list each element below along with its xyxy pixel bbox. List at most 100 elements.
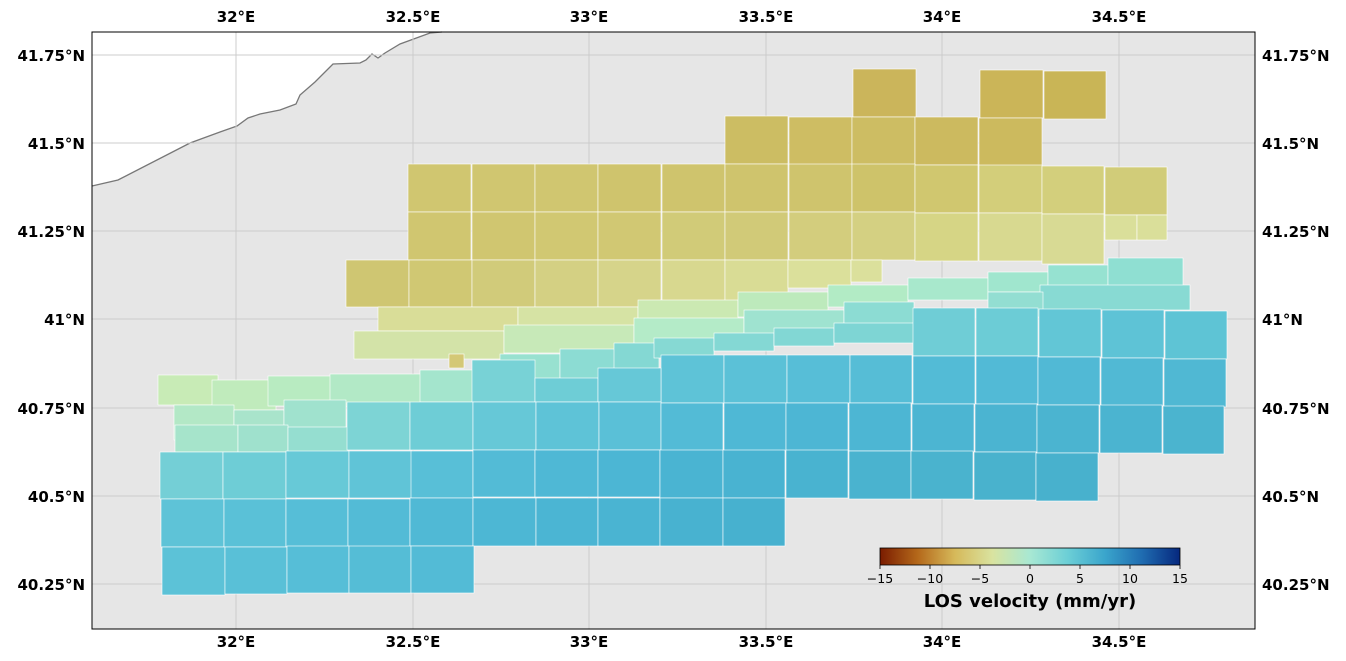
velocity-tile	[285, 450, 350, 499]
velocity-tile	[410, 450, 474, 499]
lat-tick-right: 40.5°N	[1262, 488, 1319, 506]
velocity-tile	[723, 354, 788, 404]
velocity-tile	[353, 330, 505, 360]
lat-tick-left: 41.25°N	[18, 223, 86, 241]
lat-tick-right: 41.25°N	[1262, 223, 1330, 241]
colorbar-tick-label: 0	[1026, 571, 1034, 586]
top-longitude-labels: 32°E 32.5°E 33°E 33.5°E 34°E 34.5°E	[217, 8, 1147, 26]
velocity-tile	[287, 426, 349, 453]
velocity-tile	[848, 450, 912, 500]
velocity-tile	[471, 163, 536, 213]
lon-tick-bottom: 34°E	[923, 633, 962, 651]
velocity-tile	[975, 307, 1039, 357]
velocity-tile	[597, 211, 662, 261]
velocity-tile	[660, 402, 724, 452]
colorbar-tick-label: 10	[1122, 571, 1138, 586]
velocity-tile	[786, 354, 851, 404]
velocity-tile	[1043, 70, 1107, 120]
velocity-tile	[987, 271, 1049, 293]
velocity-tile	[286, 545, 350, 594]
velocity-tile	[661, 211, 726, 261]
velocity-tile	[773, 327, 835, 347]
velocity-tile	[347, 498, 411, 548]
velocity-tile	[1041, 165, 1105, 215]
velocity-tile	[407, 163, 472, 213]
velocity-tile	[472, 401, 537, 451]
lon-tick-bottom: 34.5°E	[1092, 633, 1147, 651]
colorbar-tick-label: 5	[1076, 571, 1084, 586]
velocity-tile	[787, 259, 852, 289]
velocity-tile	[346, 401, 411, 451]
velocity-tile	[285, 498, 349, 548]
colorbar-tick-label: −10	[917, 571, 943, 586]
velocity-tile	[1104, 166, 1168, 216]
velocity-tile	[788, 211, 853, 261]
velocity-tile	[851, 163, 916, 213]
velocity-tile	[1163, 358, 1227, 408]
velocity-tile	[345, 259, 410, 308]
velocity-tile	[157, 374, 219, 406]
map-frame	[91, 31, 1256, 630]
velocity-tile	[848, 402, 912, 452]
velocity-tile	[503, 324, 635, 354]
velocity-tile	[472, 497, 537, 547]
velocity-tile	[237, 424, 289, 453]
velocity-tile	[409, 497, 474, 547]
velocity-tile	[1047, 264, 1109, 288]
lat-tick-right: 40.25°N	[1262, 576, 1330, 594]
lat-tick-right: 41°N	[1262, 311, 1303, 329]
colorbar-tick-marks	[879, 565, 1181, 569]
velocity-tile	[1037, 356, 1101, 406]
velocity-tile	[914, 164, 979, 214]
velocity-tile	[1136, 214, 1168, 241]
lon-tick-top: 34.5°E	[1092, 8, 1147, 26]
velocity-tile	[1035, 452, 1099, 502]
velocity-tile	[659, 497, 724, 547]
left-latitude-labels: 41.75°N 41.5°N 41.25°N 41°N 40.75°N 40.5…	[18, 47, 86, 594]
velocity-tile	[407, 211, 472, 261]
velocity-tile	[722, 449, 786, 499]
velocity-tile	[1101, 309, 1165, 359]
velocity-tile	[1038, 308, 1102, 358]
lon-tick-bottom: 33°E	[570, 633, 609, 651]
velocity-tile	[1162, 405, 1225, 455]
velocity-tile	[1099, 404, 1163, 454]
velocity-tile	[785, 402, 849, 452]
velocity-tile	[833, 322, 915, 344]
lat-tick-left: 41.5°N	[28, 135, 85, 153]
lon-tick-top: 32°E	[217, 8, 256, 26]
velocity-tile	[979, 69, 1044, 119]
lat-tick-right: 41.5°N	[1262, 135, 1319, 153]
velocity-tile	[975, 355, 1039, 405]
colorbar: −15 −10 −5 0 5 10 15 LOS velocity (mm/yr…	[867, 547, 1188, 612]
velocity-tile	[661, 163, 726, 213]
velocity-tile	[914, 116, 979, 166]
velocity-tile	[409, 401, 474, 451]
velocity-tile	[661, 259, 726, 308]
velocity-tile	[914, 212, 979, 262]
velocity-tile	[660, 354, 725, 404]
velocity-tile	[348, 545, 412, 594]
velocity-tile	[974, 403, 1038, 453]
velocity-tile	[472, 449, 536, 498]
right-latitude-labels: 41.75°N 41.5°N 41.25°N 41°N 40.75°N 40.5…	[1262, 47, 1330, 594]
velocity-tile	[223, 498, 287, 548]
velocity-tile	[978, 212, 1043, 262]
velocity-tile	[788, 116, 853, 166]
lon-tick-top: 34°E	[923, 8, 962, 26]
velocity-tile	[161, 546, 226, 596]
velocity-tile	[973, 451, 1037, 501]
velocity-tile	[448, 353, 465, 369]
lat-tick-right: 40.75°N	[1262, 400, 1330, 418]
velocity-tile	[1107, 257, 1184, 289]
velocity-tile	[851, 211, 916, 261]
velocity-tile	[535, 401, 600, 451]
velocity-tiles	[157, 68, 1228, 596]
velocity-tile	[160, 498, 225, 548]
velocity-tile	[1039, 284, 1191, 311]
velocity-tile	[174, 424, 239, 453]
velocity-tile	[597, 259, 662, 308]
lat-tick-left: 41.75°N	[18, 47, 86, 65]
velocity-tile	[348, 450, 413, 499]
